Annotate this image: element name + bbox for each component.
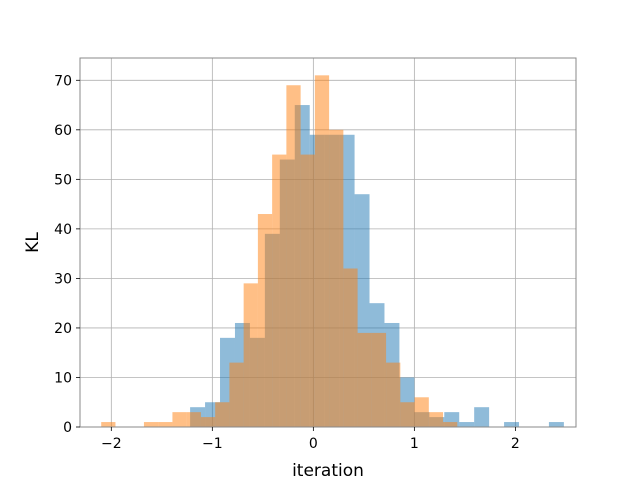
y-tick-label: 20 [54,321,72,337]
histogram-bar-series-2 [428,412,444,427]
histogram-bar-series-2 [329,129,344,427]
histogram-bars [101,75,564,428]
histogram-bar-series-2 [229,362,244,427]
y-tick-label: 70 [54,73,72,89]
y-tick-label: 50 [54,172,72,188]
plot-area-frame [79,57,577,428]
y-tick-label: 40 [54,222,72,238]
histogram-bar-series-2 [186,412,201,427]
histogram-bar-series-2 [143,422,159,427]
histogram-bar-series-1 [459,422,475,427]
histogram-bar-series-2 [300,154,315,427]
histogram-bar-series-2 [215,402,230,427]
histogram-bar-series-2 [400,402,415,427]
histogram-bar-series-2 [200,417,216,427]
x-tick-label: 1 [410,436,419,452]
y-tick-label: 30 [54,271,72,287]
histogram-bar-series-2 [357,332,372,427]
histogram-bar-series-2 [243,283,258,427]
x-tick-label: 0 [309,436,318,452]
y-tick-label: 0 [63,420,72,436]
histogram-bar-series-2 [272,154,287,427]
histogram-bar-series-2 [172,412,187,427]
histogram-bar-series-2 [158,422,173,427]
histogram-bar-series-2 [414,397,429,427]
histogram-bar-series-2 [257,214,273,427]
y-axis-label: KL [23,232,43,253]
histogram-bar-series-2 [101,422,116,427]
x-tick-label: −1 [202,436,223,452]
y-tick-label: 10 [54,370,72,386]
histogram-bar-series-2 [443,422,458,427]
histogram-bar-series-2 [343,268,358,427]
histogram-bar-series-1 [504,422,520,427]
y-tick-label: 60 [54,123,72,139]
x-tick-label: −2 [101,436,122,452]
histogram-bar-series-2 [386,362,401,427]
histogram-bar-series-1 [548,422,564,427]
histogram-bar-series-2 [286,85,301,427]
x-tick-label: 2 [511,436,520,452]
histogram-bar-series-2 [371,332,387,427]
histogram-bar-series-1 [474,407,490,427]
histogram-bar-series-2 [314,75,330,427]
x-axis-label: iteration [292,461,364,480]
